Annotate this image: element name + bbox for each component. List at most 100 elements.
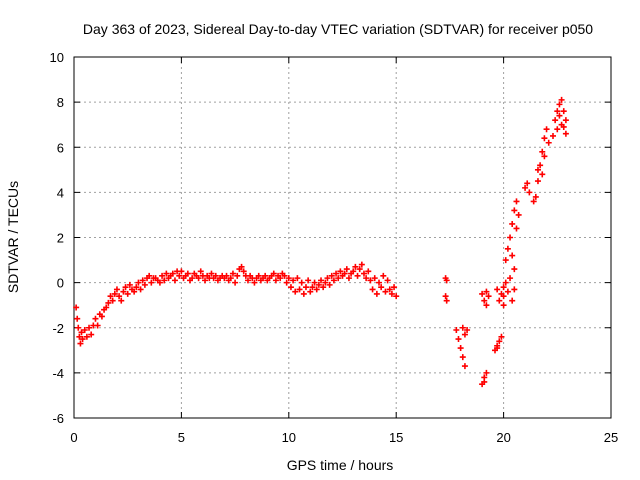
data-point [509, 297, 516, 304]
data-point [208, 270, 215, 277]
data-point [541, 135, 548, 142]
data-point [496, 297, 503, 304]
data-point [382, 288, 389, 295]
data-point [287, 284, 294, 291]
data-point [507, 234, 514, 241]
data-point [103, 304, 110, 311]
data-point [352, 263, 359, 270]
data-point [530, 198, 537, 205]
x-tick-label: 25 [604, 430, 618, 445]
data-point [556, 112, 563, 119]
data-point [234, 272, 241, 279]
data-point [333, 270, 340, 277]
data-point [335, 275, 342, 282]
chart-title: Day 363 of 2023, Sidereal Day-to-day VTE… [83, 21, 593, 37]
data-point [292, 288, 299, 295]
axis-ticks: 0 5 10 15 20 25 -6 -4 -2 0 2 4 6 8 10 [50, 50, 619, 445]
data-point [494, 345, 501, 352]
data-point [141, 281, 148, 288]
data-point [457, 345, 464, 352]
data-point [244, 277, 251, 284]
data-point [459, 354, 466, 361]
data-point [378, 284, 385, 291]
grid-lines [74, 57, 611, 418]
data-point [83, 333, 90, 340]
data-point [283, 279, 290, 286]
data-point [485, 293, 492, 300]
data-point [507, 275, 514, 282]
data-point [539, 171, 546, 178]
data-point [328, 272, 335, 279]
data-point [178, 268, 185, 275]
data-point [111, 290, 118, 297]
data-point [107, 293, 114, 300]
data-point [554, 126, 561, 133]
data-point [481, 297, 488, 304]
data-point [455, 336, 462, 343]
data-point [139, 277, 146, 284]
data-point [202, 277, 209, 284]
data-point [315, 281, 322, 288]
data-point [105, 299, 112, 306]
data-point [307, 288, 314, 295]
data-point [195, 275, 202, 282]
data-point [159, 272, 166, 279]
data-point [532, 193, 539, 200]
data-point [461, 331, 468, 338]
data-point [122, 284, 129, 291]
data-point [302, 284, 309, 291]
data-point [481, 378, 488, 385]
data-point [163, 270, 170, 277]
data-point [169, 270, 176, 277]
data-point [197, 268, 204, 275]
data-point [453, 327, 460, 334]
data-point [75, 324, 82, 331]
data-point [534, 178, 541, 185]
data-point [371, 275, 378, 282]
data-point [176, 272, 183, 279]
data-point [118, 297, 125, 304]
data-point [184, 270, 191, 277]
data-point [232, 279, 239, 286]
data-point [483, 369, 490, 376]
data-point [515, 211, 522, 218]
data-point [281, 272, 288, 279]
data-point [156, 279, 163, 286]
data-point [504, 288, 511, 295]
data-point [251, 279, 258, 286]
x-axis-label: GPS time / hours [287, 457, 394, 473]
data-point [311, 279, 318, 286]
data-point [98, 313, 105, 320]
data-point [537, 162, 544, 169]
data-point [545, 139, 552, 146]
y-tick-label: -4 [52, 366, 64, 381]
data-point [309, 284, 316, 291]
data-point [500, 284, 507, 291]
y-tick-label: 6 [57, 140, 64, 155]
data-point [290, 277, 297, 284]
y-tick-label: 10 [50, 50, 64, 65]
data-point [376, 279, 383, 286]
data-point [298, 279, 305, 286]
data-point [113, 286, 120, 293]
data-point [94, 322, 101, 329]
data-point [322, 279, 329, 286]
data-point [511, 286, 518, 293]
data-point [294, 275, 301, 282]
y-tick-label: 8 [57, 95, 64, 110]
data-points [73, 96, 569, 388]
data-point [350, 268, 357, 275]
data-point [365, 268, 372, 275]
data-point [386, 286, 393, 293]
data-point [270, 270, 277, 277]
data-point [109, 297, 116, 304]
data-point [562, 117, 569, 124]
data-point [358, 261, 365, 268]
data-point [459, 324, 466, 331]
data-point [135, 279, 142, 286]
data-point [461, 363, 468, 370]
data-point [285, 275, 292, 282]
data-point [324, 275, 331, 282]
data-point [320, 284, 327, 291]
data-point [86, 324, 93, 331]
